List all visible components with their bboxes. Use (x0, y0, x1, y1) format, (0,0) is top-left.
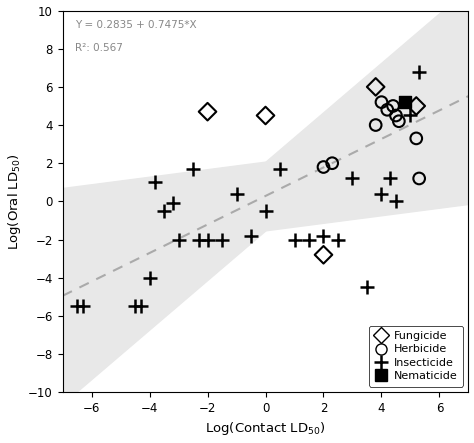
Point (131, 303, 139, 310)
Point (291, 236, 298, 243)
Point (395, 118, 402, 125)
Point (79, 303, 87, 310)
Point (349, 175, 356, 182)
Point (401, 99, 409, 106)
Y-axis label: Log(Oral LD$_{50}$): Log(Oral LD$_{50}$) (6, 153, 23, 250)
Point (412, 135, 420, 142)
Text: Y = 0.2835 + 0.7475*X: Y = 0.2835 + 0.7475*X (75, 20, 196, 30)
Point (305, 236, 313, 243)
Point (146, 274, 154, 281)
Point (386, 175, 394, 182)
Point (383, 106, 391, 113)
Point (195, 236, 202, 243)
Point (319, 251, 327, 258)
Point (137, 303, 145, 310)
Text: R²: 0.567: R²: 0.567 (75, 43, 123, 53)
Point (372, 121, 380, 128)
Point (73, 303, 81, 310)
Point (407, 112, 414, 119)
X-axis label: Log(Contact LD$_{50}$): Log(Contact LD$_{50}$) (205, 420, 326, 437)
Point (276, 165, 284, 172)
Point (247, 232, 255, 239)
Point (218, 236, 226, 243)
Point (415, 68, 423, 75)
Point (319, 232, 327, 239)
Point (262, 207, 269, 214)
Legend: Fungicide, Herbicide, Insecticide, Nematicide: Fungicide, Herbicide, Insecticide, Nemat… (369, 326, 463, 387)
Point (152, 179, 159, 186)
Point (204, 108, 211, 115)
Point (412, 102, 420, 109)
Point (262, 112, 269, 119)
Point (334, 236, 342, 243)
Point (233, 190, 240, 197)
Point (160, 207, 168, 214)
Point (319, 163, 327, 171)
Point (189, 165, 197, 172)
Point (204, 236, 211, 243)
Point (378, 99, 385, 106)
Point (392, 112, 400, 119)
Point (363, 284, 371, 291)
Point (169, 200, 176, 207)
Point (392, 198, 400, 205)
Point (175, 236, 182, 243)
Point (415, 175, 423, 182)
Point (378, 190, 385, 197)
Point (389, 102, 397, 109)
Point (328, 159, 336, 167)
Point (372, 83, 380, 90)
